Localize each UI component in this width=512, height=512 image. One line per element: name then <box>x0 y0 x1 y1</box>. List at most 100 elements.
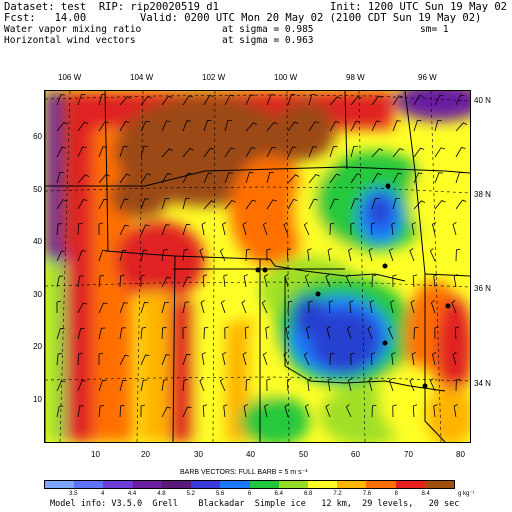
wind-barb <box>306 326 311 340</box>
wind-barb <box>345 404 352 418</box>
wind-barb <box>77 352 83 366</box>
wind-barb <box>303 352 310 366</box>
city-markers <box>255 183 451 389</box>
wind-barb <box>56 122 68 132</box>
wind-barb <box>303 222 310 236</box>
wind-barb <box>368 378 373 392</box>
grid-x-tick-70: 70 <box>404 450 413 459</box>
wind-barb <box>161 354 170 366</box>
wind-barb <box>140 302 149 314</box>
wind-barb <box>56 199 67 210</box>
wind-barb <box>56 300 61 313</box>
wind-barb <box>203 147 215 158</box>
wind-barb <box>140 146 148 158</box>
wind-barb <box>455 94 465 106</box>
wind-barb <box>223 404 228 418</box>
wind-barb <box>350 96 362 106</box>
grid-x-tick-20: 20 <box>141 450 150 459</box>
wind-barb <box>371 148 384 158</box>
wind-barb <box>392 95 403 106</box>
wind-barb <box>224 120 232 132</box>
wind-barb <box>161 379 168 392</box>
wind-barb <box>371 198 380 210</box>
lat-label-36n: 36 N <box>474 284 491 293</box>
grid-y-tick-10: 10 <box>33 395 42 404</box>
wind-barb <box>350 222 355 236</box>
wind-barb <box>182 120 191 132</box>
wind-barb <box>371 404 377 418</box>
wind-barb <box>370 352 376 366</box>
wind-barb <box>434 200 446 210</box>
wind-barb <box>182 379 189 392</box>
wind-barb <box>410 300 415 314</box>
wind-barb <box>429 248 436 262</box>
colorbar-swatch <box>191 481 221 488</box>
wind-barb <box>429 378 436 392</box>
wind-barb <box>368 248 373 262</box>
wind-barb <box>329 96 342 106</box>
wind-barb <box>98 250 107 262</box>
wind-barb <box>261 300 268 314</box>
wind-barb <box>119 327 126 340</box>
wind-barb <box>243 404 248 418</box>
wind-barb <box>119 173 131 184</box>
wind-barb <box>199 248 205 262</box>
wind-barb <box>98 405 105 418</box>
wind-barb <box>161 276 171 288</box>
wind-barb <box>371 274 377 288</box>
init-time: Init: 1200 UTC Sun 19 May 02 <box>330 1 508 13</box>
wind-barb <box>98 275 105 288</box>
wind-barb <box>287 199 298 210</box>
colorbar-label: 6 <box>247 491 252 497</box>
colorbar-swatch <box>161 481 192 488</box>
wind-barb <box>287 121 299 132</box>
wind-barb <box>433 274 438 288</box>
wind-barb <box>244 326 250 340</box>
wind-barb <box>77 94 86 106</box>
wind-barb <box>98 327 106 340</box>
wind-barb <box>346 326 352 340</box>
wind-barb <box>98 302 108 314</box>
wind-barb <box>287 146 297 158</box>
wind-barb <box>201 222 206 236</box>
wind-barb <box>409 378 415 392</box>
wind-barb <box>77 222 83 236</box>
wind-barb <box>304 404 310 418</box>
forecast-hour: Fcst: 14.00 <box>4 12 87 24</box>
wind-barb <box>328 300 334 314</box>
wind-barb <box>392 120 401 132</box>
wind-barb <box>434 147 445 158</box>
barb-vectors-legend: BARB VECTORS: FULL BARB = 5 m s⁻¹ <box>180 469 308 476</box>
wind-barb <box>182 326 187 339</box>
wind-barb <box>161 249 168 262</box>
wind-barb <box>119 250 127 262</box>
wind-barb <box>203 326 209 340</box>
colorbar-swatch <box>366 481 396 488</box>
field1-level: at sigma = 0.985 <box>222 24 314 35</box>
wind-barb <box>266 122 278 132</box>
wind-barb <box>287 300 293 314</box>
wind-barb <box>307 248 312 262</box>
wind-barb <box>434 120 442 132</box>
wind-barb <box>329 121 340 132</box>
wind-barb <box>241 300 247 314</box>
wind-barb <box>77 121 89 132</box>
wind-barb <box>432 352 437 366</box>
wind-barb <box>392 198 400 210</box>
lat-label-34n: 34 N <box>474 379 491 388</box>
lon-label-106w: 106 W <box>58 73 82 82</box>
wind-barb <box>161 148 174 158</box>
wind-barb <box>411 222 416 236</box>
wind-barb <box>350 352 355 366</box>
colorbar-swatch <box>424 481 455 488</box>
wind-barb <box>182 354 191 366</box>
wind-barb <box>77 328 85 340</box>
wind-barb <box>200 300 205 314</box>
wind-barb <box>392 274 397 288</box>
wind-barb <box>371 120 381 132</box>
wind-barb <box>222 352 227 366</box>
colorbar-swatch <box>74 481 104 488</box>
wind-barb <box>182 406 192 418</box>
wind-barb <box>56 380 66 392</box>
wind-barb <box>412 404 418 418</box>
